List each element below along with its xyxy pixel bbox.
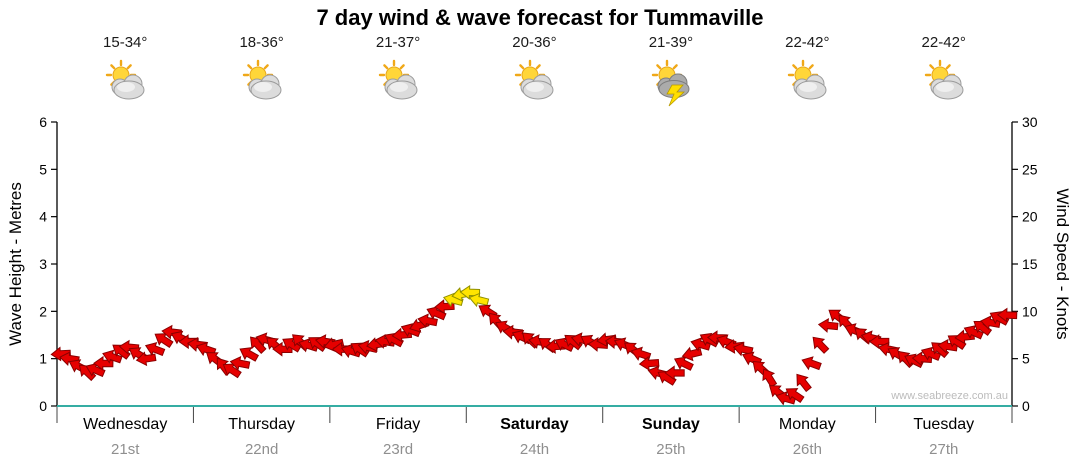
temp-range-label: 20-36° <box>512 34 557 51</box>
day-date: 23rd <box>383 441 414 458</box>
temp-range-label: 21-37° <box>375 34 421 51</box>
watermark: www.seabreeze.com.au <box>891 390 1008 402</box>
right-tick-label: 5 <box>1022 351 1030 367</box>
day-header: 22-42° <box>739 34 875 112</box>
day-label: Saturday 24th <box>466 416 602 458</box>
partly-cloudy-icon <box>915 59 973 112</box>
wind-arrow <box>630 346 652 361</box>
right-tick-label: 0 <box>1022 398 1030 414</box>
wind-arrow <box>796 373 812 393</box>
day-header: 18-36° <box>193 34 329 112</box>
page-title: 7 day wind & wave forecast for Tummavill… <box>316 5 764 30</box>
day-date: 27th <box>929 441 959 458</box>
wind-arrow <box>996 307 1018 323</box>
day-date: 26th <box>792 441 822 458</box>
temp-range-label: 21-39° <box>648 34 694 51</box>
right-tick-label: 10 <box>1022 303 1038 319</box>
wind-arrow <box>102 349 123 364</box>
wind-arrow <box>973 321 993 336</box>
temp-range-label: 15-34° <box>103 34 148 51</box>
wind-arrow <box>732 341 754 357</box>
day-header: 20-36° <box>466 34 602 112</box>
wind-arrow <box>762 368 778 388</box>
day-label: Tuesday 27th <box>876 416 1012 458</box>
right-tick-label: 30 <box>1022 114 1038 130</box>
temp-range-label: 22-42° <box>785 34 830 51</box>
wind-arrow <box>868 334 890 350</box>
partly-cloudy-icon <box>369 59 427 112</box>
day-name: Sunday <box>642 416 700 433</box>
wind-arrow <box>963 325 984 340</box>
wind-arrow <box>112 344 131 360</box>
day-name: Wednesday <box>83 416 168 433</box>
day-name: Tuesday <box>913 416 975 433</box>
wind-arrow <box>812 336 830 354</box>
wind-arrow <box>817 318 839 333</box>
day-name: Monday <box>778 416 836 433</box>
wind-arrow <box>239 347 260 362</box>
wind-arrow <box>638 355 660 371</box>
day-header: 15-34° <box>57 34 193 112</box>
left-tick-label: 1 <box>39 351 47 367</box>
left-tick-label: 3 <box>39 256 47 272</box>
partly-cloudy-icon <box>96 59 154 112</box>
day-label: Wednesday 21st <box>57 416 193 458</box>
right-tick-label: 25 <box>1022 161 1038 177</box>
wind-arrow <box>564 334 583 351</box>
wind-arrow <box>417 313 438 329</box>
wind-arrow <box>144 342 166 357</box>
temp-range-label: 22-42° <box>921 34 966 51</box>
wind-arrow <box>135 351 157 367</box>
wind-arrow <box>154 333 174 348</box>
day-header: 21-37° <box>330 34 466 112</box>
day-labels-row: Wednesday 21st Thursday 22nd Friday 23rd Satur… <box>57 416 1012 458</box>
partly-cloudy-icon <box>778 59 836 112</box>
wind-arrow <box>785 388 805 403</box>
left-tick-label: 6 <box>39 114 47 130</box>
day-label: Friday 23rd <box>330 416 466 458</box>
day-header: 21-39° <box>603 34 739 112</box>
day-label: Monday 26th <box>739 416 875 458</box>
wind-arrow <box>78 364 97 382</box>
wind-arrow-strong <box>468 292 490 308</box>
left-tick-label: 2 <box>39 303 47 319</box>
wind-arrow <box>801 356 822 371</box>
wind-arrow <box>673 356 694 371</box>
left-tick-label: 4 <box>39 209 47 225</box>
day-label: Sunday 25th <box>603 416 739 458</box>
left-tick-label: 5 <box>39 161 47 177</box>
partly-cloudy-icon <box>505 59 563 112</box>
right-tick-label: 20 <box>1022 209 1038 225</box>
thunderstorm-icon <box>642 59 700 112</box>
day-name: Friday <box>375 416 421 433</box>
wind-arrow <box>85 362 106 378</box>
day-name: Saturday <box>500 416 569 433</box>
wind-arrow <box>931 342 950 359</box>
left-tick-label: 0 <box>39 398 47 414</box>
wind-arrow <box>249 336 267 354</box>
day-date: 25th <box>656 441 686 458</box>
day-date: 24th <box>519 441 550 458</box>
right-tick-label: 15 <box>1022 256 1038 272</box>
day-label: Thursday 22nd <box>193 416 329 458</box>
day-name: Thursday <box>228 416 295 433</box>
wind-arrow <box>195 341 217 357</box>
day-headers-row: 15-34° 18-36° 21-37° <box>57 34 1012 112</box>
day-date: 22nd <box>244 441 279 458</box>
day-date: 21st <box>111 441 140 458</box>
wind-arrow <box>920 346 942 361</box>
day-header: 22-42° <box>876 34 1012 112</box>
partly-cloudy-icon <box>233 59 291 112</box>
wind-arrow <box>229 355 251 371</box>
temp-range-label: 18-36° <box>239 34 284 51</box>
wind-arrow <box>222 363 242 379</box>
wind-arrow <box>664 365 685 381</box>
